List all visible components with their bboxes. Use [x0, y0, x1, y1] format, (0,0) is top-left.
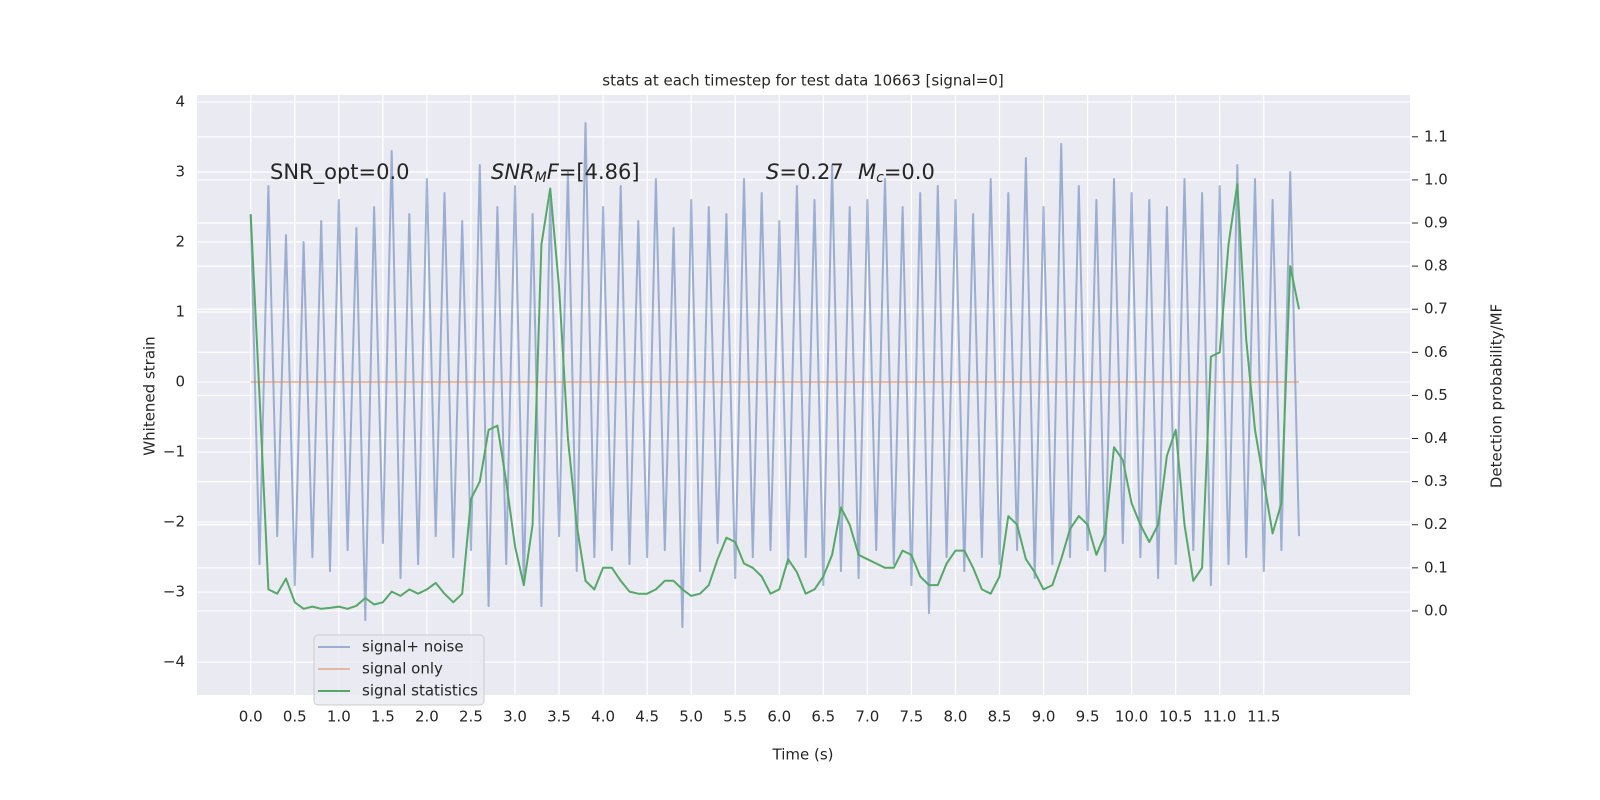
annotation: S=0.27 — [766, 160, 844, 184]
x-tick-label: 11.0 — [1203, 708, 1236, 726]
legend-label: signal+ noise — [362, 638, 464, 656]
y-axis-label: Whitened strain — [141, 336, 159, 455]
legend-box — [313, 634, 485, 706]
y2-tick-label: 1.1 — [1424, 127, 1448, 145]
x-tick-label: 7.5 — [899, 708, 923, 726]
x-tick-label: 2.5 — [459, 708, 483, 726]
annotation-part: S — [766, 160, 779, 184]
y-tick-label: 1 — [175, 303, 185, 321]
x-tick-label: 3.5 — [547, 708, 571, 726]
y2-tick-label: 0.8 — [1424, 257, 1448, 275]
annotation-part: M — [858, 160, 876, 184]
y-tick-label: 2 — [175, 233, 185, 251]
y-tick-label: 4 — [175, 93, 185, 111]
x-tick-label: 3.0 — [503, 708, 527, 726]
x-tick-label: 4.0 — [591, 708, 615, 726]
x-axis-label: Time (s) — [772, 746, 834, 764]
y-tick-label: −4 — [163, 653, 185, 671]
y2-tick-label: 0.9 — [1424, 214, 1448, 232]
x-tick-label: 8.5 — [988, 708, 1012, 726]
annotation: SNRMF=[4.86] — [491, 160, 640, 186]
x-tick-label: 2.0 — [415, 708, 439, 726]
x-tick-label: 11.5 — [1247, 708, 1280, 726]
x-tick-label: 0.5 — [283, 708, 307, 726]
annotation-part: =[4.86] — [559, 160, 640, 184]
x-tick-label: 1.0 — [327, 708, 351, 726]
annotation-part: SNR_opt=0.0 — [270, 160, 410, 185]
y2-tick-label: 0.7 — [1424, 300, 1448, 318]
x-tick-label: 6.0 — [767, 708, 791, 726]
chart-title: stats at each timestep for test data 106… — [602, 72, 1003, 90]
x-tick-label: 6.5 — [811, 708, 835, 726]
y2-tick-label: 0.1 — [1424, 558, 1448, 576]
x-tick-label: 5.0 — [679, 708, 703, 726]
annotation-part: SNR — [491, 160, 535, 184]
y-tick-label: 0 — [175, 373, 185, 391]
y2-tick-label: 0.4 — [1424, 429, 1448, 447]
x-tick-label: 9.0 — [1032, 708, 1056, 726]
x-tick-label: 10.5 — [1159, 708, 1192, 726]
annotation: Mc=0.0 — [858, 160, 935, 186]
y-tick-label: −2 — [163, 513, 185, 531]
y-tick-label: −1 — [163, 443, 185, 461]
annotation-part: =0.0 — [884, 160, 935, 184]
y2-tick-label: 0.0 — [1424, 601, 1448, 619]
y2-tick-label: 0.5 — [1424, 386, 1448, 404]
y2-tick-label: 1.0 — [1424, 170, 1448, 188]
series-line — [249, 183, 1300, 610]
x-tick-label: 1.5 — [371, 708, 395, 726]
y-tick-label: 3 — [175, 163, 185, 181]
annotation-part: M — [535, 170, 547, 186]
x-tick-label: 8.0 — [944, 708, 968, 726]
annotation-part: c — [876, 170, 884, 186]
y-tick-label: −3 — [163, 583, 185, 601]
y2-axis-label: Detection probability/MF — [1488, 304, 1506, 488]
x-tick-label: 10.0 — [1115, 708, 1148, 726]
y2-tick-label: 0.3 — [1424, 472, 1448, 490]
series-line — [249, 122, 1300, 629]
annotation-part: =0.27 — [779, 160, 843, 184]
annotation-part: F — [547, 160, 560, 184]
legend-label: signal only — [362, 660, 443, 678]
y2-tick-label: 0.6 — [1424, 343, 1448, 361]
x-tick-label: 9.5 — [1076, 708, 1100, 726]
y2-tick-label: 0.2 — [1424, 515, 1448, 533]
x-tick-label: 5.5 — [723, 708, 747, 726]
legend-label: signal statistics — [362, 682, 478, 700]
x-tick-label: 0.0 — [239, 708, 263, 726]
annotation: SNR_opt=0.0 — [270, 160, 410, 185]
x-tick-label: 4.5 — [635, 708, 659, 726]
x-tick-label: 7.0 — [855, 708, 879, 726]
